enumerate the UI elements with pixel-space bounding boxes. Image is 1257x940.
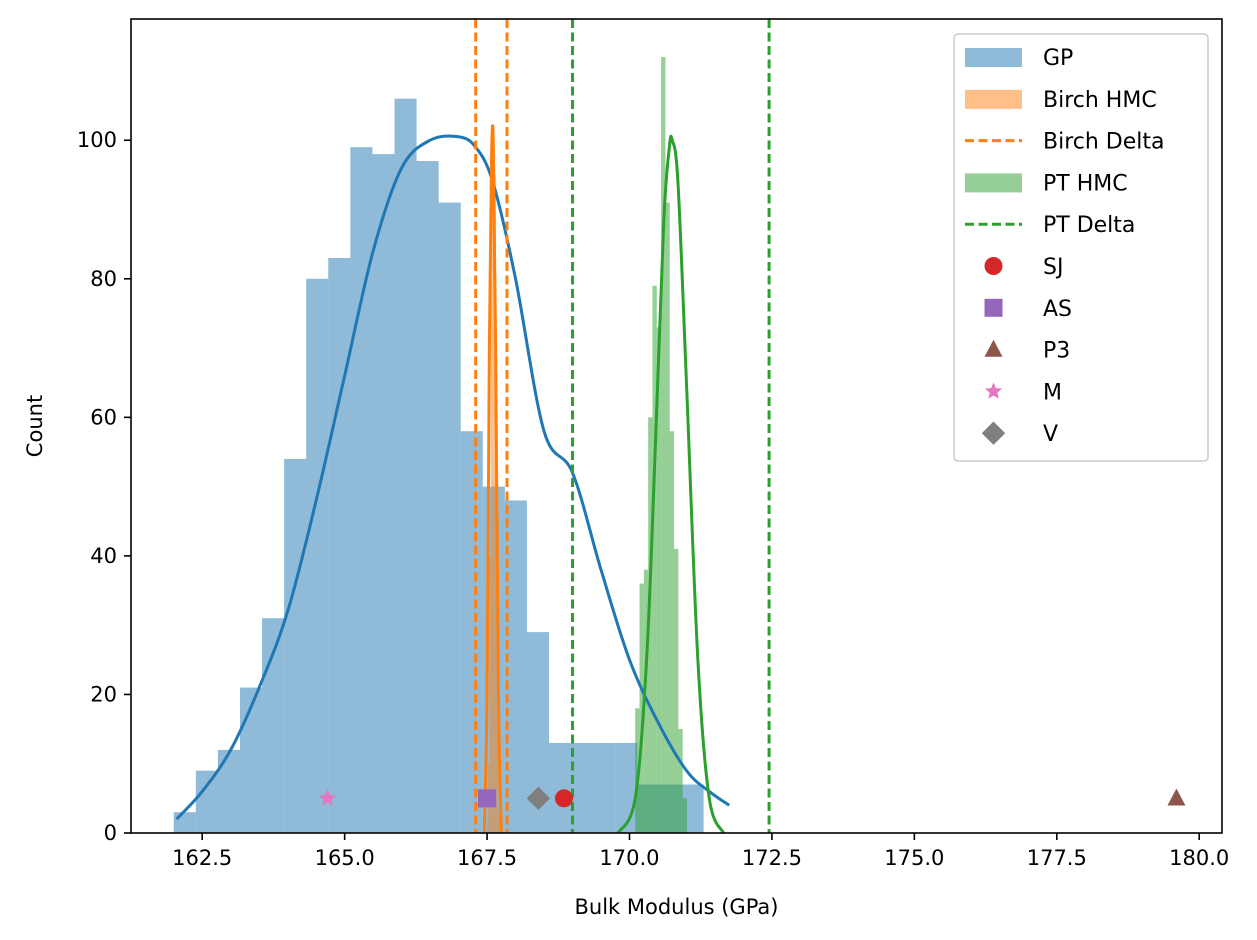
legend-item: PT HMC [965,171,1128,196]
x-axis: 162.5 165.0 167.5 170.0 172.5 175.0 177.5 180.0 [172,833,1229,870]
histogram-bar [494,174,496,833]
y-tick-label: 100 [77,128,117,152]
legend-swatch [965,89,1022,109]
x-tick-label: 170.0 [599,846,659,870]
kde-line-pt-hmc [616,134,725,833]
histogram-bar [678,729,683,833]
histogram-bar [195,770,218,833]
legend-label: P3 [1043,339,1070,364]
legend-label: Birch HMC [1043,88,1157,113]
histogram-bar [492,140,494,833]
x-tick-label: 167.5 [457,846,517,870]
legend-item: GP [965,46,1073,71]
legend-swatch [965,173,1022,193]
legend-label: V [1043,422,1058,447]
histogram-bar [497,694,499,833]
point-p3 [1167,788,1186,806]
histogram-bar [615,742,638,833]
histogram-bar [593,742,616,833]
legend: GP Birch HMC Birch Delta PT HMC PT Delta SJ AS… [953,33,1209,462]
point-sj [554,789,573,808]
histogram-bar [656,327,662,833]
histogram-bar [438,202,461,833]
histogram-bar [350,147,373,833]
y-tick-label: 40 [90,544,117,568]
histogram-gp [173,98,704,833]
legend-label: GP [1043,46,1073,71]
x-tick-label: 177.5 [1027,846,1087,870]
legend-label: AS [1043,297,1072,322]
x-axis-label: Bulk Modulus (GPa) [574,895,778,919]
histogram-bar [526,632,550,833]
histogram-bar [306,278,329,833]
legend-marker [984,339,1003,357]
histogram-bar [669,431,675,833]
histogram-bar [648,417,653,833]
legend-marker [984,257,1003,275]
kde-line-gp [175,134,731,821]
histogram-bar [284,458,307,833]
y-tick-label: 60 [90,405,117,429]
point-v [526,786,551,811]
plot-area [130,18,1223,834]
legend-item: Birch HMC [965,88,1157,113]
legend-label: M [1043,380,1062,405]
y-axis: 0 20 40 60 80 100 [77,128,131,845]
histogram-bar [549,742,572,833]
legend-item: AS [984,297,1072,322]
histogram-bar [665,202,670,833]
x-tick-label: 165.0 [315,846,375,870]
x-tick-label: 180.0 [1169,846,1229,870]
legend-item: M [984,380,1062,405]
legend-item: PT Delta [965,213,1135,238]
legend-marker [984,298,1003,317]
legend-item: SJ [984,255,1063,280]
legend-marker [984,382,1003,399]
plot-frame [130,18,1223,834]
histogram-bar [493,126,495,833]
plot-content [173,19,1186,833]
legend-box [953,33,1209,462]
x-tick-label: 172.5 [742,846,802,870]
histogram-bar [504,500,527,833]
histogram-bar [372,154,395,833]
histogram-bar [239,687,263,833]
histogram-bar [661,57,666,833]
legend-label: Birch Delta [1043,130,1165,155]
histogram-bar [262,618,285,833]
point-m [318,789,337,806]
legend-item: P3 [984,339,1070,364]
histogram-bar [682,798,688,833]
legend-label: PT Delta [1043,213,1135,238]
legend-item: Birch Delta [965,130,1165,155]
legend-swatch [965,48,1022,67]
point-as [478,789,497,808]
y-tick-label: 20 [90,682,117,706]
histogram-bar [217,749,240,833]
histogram-bar [173,812,196,833]
y-axis-label: Count [23,395,47,457]
y-tick-label: 80 [90,267,117,291]
x-tick-label: 162.5 [172,846,232,870]
legend-item: V [981,421,1058,447]
x-tick-label: 175.0 [884,846,944,870]
histogram-bar [328,258,351,833]
kde-line-birch-hmc [482,124,503,833]
histogram-bar [489,555,491,833]
histogram-bar [394,98,417,833]
histogram-bar [490,278,493,833]
y-tick-label: 0 [104,821,117,845]
histogram-bar [639,583,644,833]
legend-label: SJ [1043,255,1063,280]
histogram-bar [652,285,657,833]
histogram-bar [571,742,594,833]
histogram-bar [416,161,439,833]
histogram-bar [487,819,489,833]
histogram-bar [498,812,500,833]
histogram-bar [674,548,679,833]
legend-label: PT HMC [1043,171,1128,196]
histogram-bar [460,431,483,833]
legend-marker [981,421,1006,445]
